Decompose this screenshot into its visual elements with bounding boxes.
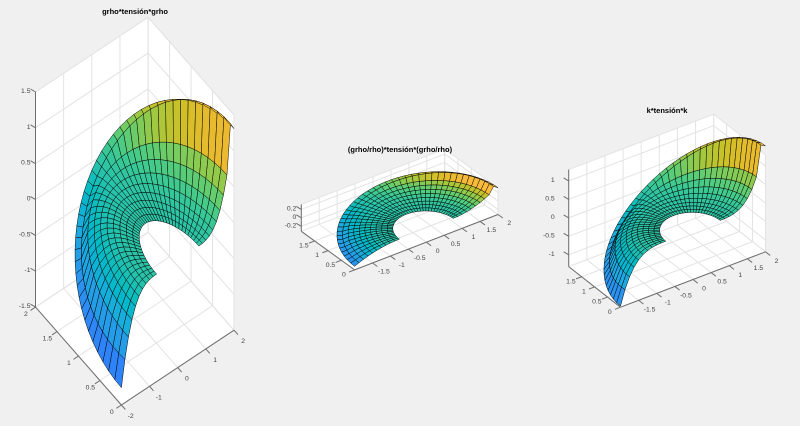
svg-text:k*tensión*k: k*tensión*k — [647, 106, 689, 115]
svg-text:1.5: 1.5 — [43, 335, 53, 342]
svg-text:1.5: 1.5 — [566, 278, 576, 285]
svg-text:(grho/rho)*tensión*(grho/rho): (grho/rho)*tensión*(grho/rho) — [348, 145, 453, 154]
svg-text:0.2: 0.2 — [287, 206, 297, 213]
svg-text:1: 1 — [582, 289, 586, 296]
svg-text:1: 1 — [738, 272, 742, 279]
svg-text:1.5: 1.5 — [754, 265, 764, 272]
svg-text:-0.2: -0.2 — [285, 222, 297, 229]
svg-text:0: 0 — [342, 272, 346, 279]
svg-text:0.5: 0.5 — [545, 195, 555, 202]
svg-text:0: 0 — [27, 196, 31, 203]
svg-text:2: 2 — [241, 338, 245, 345]
svg-text:-0.5: -0.5 — [680, 293, 692, 300]
svg-text:-1: -1 — [399, 262, 405, 269]
svg-text:0: 0 — [608, 309, 612, 316]
svg-text:1: 1 — [315, 252, 319, 259]
svg-text:0.5: 0.5 — [86, 384, 96, 391]
svg-text:-0.5: -0.5 — [543, 232, 555, 239]
svg-text:-1.5: -1.5 — [644, 306, 656, 313]
svg-text:-1: -1 — [549, 251, 555, 258]
svg-text:-1: -1 — [24, 267, 30, 274]
svg-text:0.5: 0.5 — [21, 160, 31, 167]
svg-text:2: 2 — [507, 220, 511, 227]
svg-text:1.5: 1.5 — [299, 243, 309, 250]
svg-text:1: 1 — [551, 177, 555, 184]
svg-text:2: 2 — [775, 258, 779, 265]
svg-text:-1: -1 — [156, 394, 162, 401]
svg-text:-1.5: -1.5 — [19, 303, 31, 310]
svg-text:0: 0 — [185, 376, 189, 383]
svg-text:0: 0 — [436, 248, 440, 255]
svg-text:-0.5: -0.5 — [414, 255, 426, 262]
svg-text:0: 0 — [110, 409, 114, 416]
svg-text:1: 1 — [27, 124, 31, 131]
svg-text:1.5: 1.5 — [487, 227, 497, 234]
svg-text:-2: -2 — [128, 413, 134, 420]
svg-text:1: 1 — [213, 357, 217, 364]
svg-text:1: 1 — [67, 360, 71, 367]
svg-text:grho*tensión*grho: grho*tensión*grho — [102, 7, 168, 16]
svg-text:0: 0 — [702, 286, 706, 293]
svg-text:0.5: 0.5 — [717, 279, 727, 286]
svg-text:0.5: 0.5 — [326, 262, 336, 269]
svg-text:1.5: 1.5 — [21, 88, 31, 95]
svg-text:0.5: 0.5 — [451, 241, 461, 248]
svg-text:0.5: 0.5 — [592, 299, 602, 306]
svg-text:0: 0 — [551, 214, 555, 221]
svg-text:-1.5: -1.5 — [378, 269, 390, 276]
svg-text:-1: -1 — [665, 300, 671, 307]
svg-text:0: 0 — [293, 214, 297, 221]
svg-text:-0.5: -0.5 — [19, 231, 31, 238]
svg-text:1: 1 — [472, 234, 476, 241]
svg-text:2: 2 — [24, 311, 28, 318]
